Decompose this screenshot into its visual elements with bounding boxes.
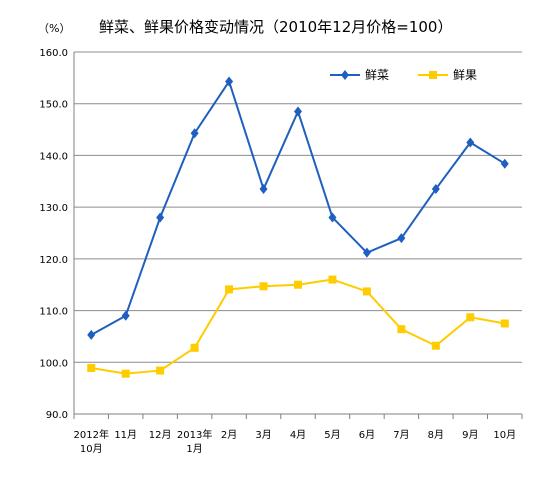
x-tick-label: 7月 bbox=[393, 429, 409, 441]
series-line bbox=[91, 278, 505, 375]
data-point-diamond bbox=[466, 137, 475, 148]
axes bbox=[73, 52, 523, 419]
x-tick-label: 4月 bbox=[290, 429, 306, 441]
data-point-diamond bbox=[431, 184, 440, 195]
legend-label: 鲜菜 bbox=[365, 68, 389, 82]
x-tick-label: 1月 bbox=[186, 443, 202, 455]
y-axis-ticks: 90.0 100.0 110.0 120.0 130.0 140.0 150.0 160.0 bbox=[39, 48, 68, 421]
y-axis-unit-label: （%） bbox=[38, 22, 70, 35]
data-point-diamond bbox=[121, 310, 130, 321]
data-point-diamond bbox=[225, 76, 234, 87]
data-point-diamond bbox=[500, 158, 509, 169]
series-line bbox=[90, 80, 506, 336]
chart-title: 鲜菜、鲜果价格变动情况（2010年12月价格=100） bbox=[99, 18, 452, 36]
legend-label: 鲜果 bbox=[453, 68, 477, 82]
legend-marker-diamond bbox=[341, 70, 349, 80]
x-tick-label: 11月 bbox=[114, 429, 137, 441]
data-point-square bbox=[225, 285, 234, 294]
x-tick-label: 2月 bbox=[221, 429, 237, 441]
grid-lines bbox=[74, 51, 522, 363]
series-group bbox=[87, 76, 509, 378]
x-axis-ticks: 2012年 10月 11月 12月 2013年 1月 2月 3月 4月 5月 6月 7月 8月 9月 10月 bbox=[74, 428, 517, 455]
data-point-diamond bbox=[328, 212, 337, 223]
x-tick-label: 8月 bbox=[428, 429, 444, 441]
data-point-square bbox=[87, 363, 96, 372]
data-point-square bbox=[328, 275, 337, 284]
x-tick-label: 2013年 bbox=[177, 428, 212, 441]
data-point-diamond bbox=[294, 106, 302, 117]
data-point-square bbox=[466, 313, 475, 322]
x-tick-label: 2012年 bbox=[74, 428, 109, 441]
data-point-square bbox=[294, 280, 302, 289]
x-tick-label: 10月 bbox=[493, 429, 516, 441]
y-tick-label: 100.0 bbox=[39, 358, 68, 369]
y-tick-label: 140.0 bbox=[39, 151, 68, 162]
data-point-square bbox=[397, 325, 406, 334]
y-tick-label: 130.0 bbox=[39, 203, 68, 214]
data-point-diamond bbox=[259, 184, 268, 195]
data-point-square bbox=[121, 369, 130, 378]
x-tick-label: 12月 bbox=[149, 429, 172, 441]
data-point-diamond bbox=[362, 247, 371, 258]
y-tick-label: 120.0 bbox=[39, 255, 68, 266]
y-tick-label: 150.0 bbox=[39, 100, 68, 111]
data-point-square bbox=[156, 366, 165, 375]
legend: 鲜菜 鲜果 bbox=[330, 68, 477, 82]
y-tick-label: 90.0 bbox=[46, 410, 68, 421]
data-point-square bbox=[190, 343, 199, 352]
data-point-square bbox=[431, 341, 440, 350]
x-tick-label: 3月 bbox=[255, 429, 271, 441]
y-tick-label: 160.0 bbox=[39, 48, 68, 59]
data-point-diamond bbox=[87, 329, 96, 340]
data-point-square bbox=[500, 319, 509, 328]
legend-marker-square bbox=[429, 71, 437, 79]
data-point-diamond bbox=[190, 128, 199, 139]
data-point-diamond bbox=[397, 233, 406, 244]
y-tick-label: 110.0 bbox=[39, 307, 68, 318]
data-point-square bbox=[259, 282, 268, 291]
x-tick-label: 10月 bbox=[80, 443, 103, 455]
x-tick-label: 6月 bbox=[359, 429, 375, 441]
x-tick-label: 9月 bbox=[462, 429, 478, 441]
data-point-square bbox=[362, 287, 371, 296]
data-point-diamond bbox=[156, 212, 165, 223]
x-tick-label: 5月 bbox=[324, 429, 340, 441]
